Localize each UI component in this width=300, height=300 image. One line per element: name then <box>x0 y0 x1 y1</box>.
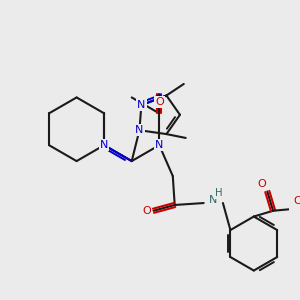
Text: N: N <box>137 100 146 110</box>
Text: H: H <box>215 188 223 198</box>
Text: O: O <box>294 196 300 206</box>
Text: N: N <box>135 125 144 135</box>
Text: O: O <box>142 206 151 216</box>
Text: O: O <box>155 97 164 107</box>
Text: N: N <box>100 140 108 150</box>
Text: O: O <box>257 179 266 189</box>
Text: N: N <box>155 140 164 150</box>
Text: N: N <box>209 195 218 205</box>
